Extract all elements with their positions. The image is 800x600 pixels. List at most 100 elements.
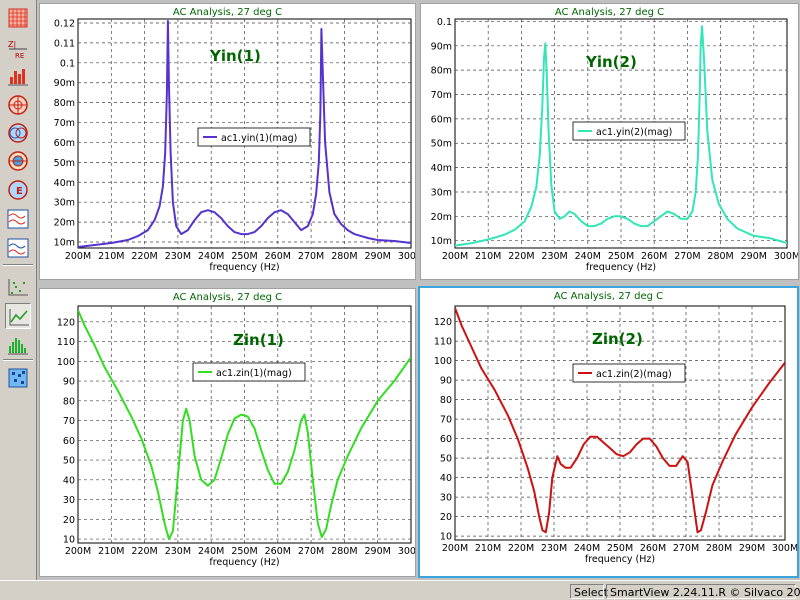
y-tick-label: 60: [440, 434, 452, 445]
legend-label: ac1.zin(1)(mag): [216, 368, 292, 379]
series-line: [455, 307, 785, 534]
chart-svg: AC Analysis, 27 deg C 200M 210M 220M 230M 240…: [431, 7, 798, 273]
polar-impedance-tool-button[interactable]: E: [5, 177, 31, 203]
y-tick-label: 80m: [431, 66, 452, 77]
toolbar: Z| RE E: [0, 0, 36, 580]
x-tick-label: 280M: [706, 543, 732, 554]
x-tick-label: 300M: [398, 251, 415, 262]
x-tick-label: 300M: [772, 543, 797, 554]
smith-admittance-tool-button[interactable]: [5, 120, 31, 146]
y-tick-label: 40m: [54, 178, 75, 189]
x-axis-label: frequency (Hz): [209, 557, 279, 568]
y-tick-label: 10: [440, 532, 452, 543]
impedance-chart-tool-button[interactable]: Z| RE: [5, 35, 31, 61]
y-tick-label: 80m: [54, 98, 75, 109]
y-tick-label: 0.11: [54, 38, 75, 49]
y-tick-label: 30: [440, 493, 452, 504]
plot-workspace: AC Analysis, 27 deg C 200M 210M 220M 230M 240…: [36, 0, 800, 580]
x-tick-label: 220M: [508, 251, 534, 262]
chart-svg: AC Analysis, 27 deg C 200M 210M 220M 230M 240…: [57, 292, 415, 568]
y-tick-label: 40: [63, 475, 75, 486]
x-tick-label: 210M: [475, 251, 501, 262]
scatter-plot-tool-button[interactable]: [5, 274, 31, 300]
y-tick-label: 120: [434, 317, 452, 328]
y-tick-label: 70: [440, 415, 452, 426]
chart-legend[interactable]: ac1.yin(2)(mag): [572, 121, 686, 141]
x-axis-label: frequency (Hz): [585, 554, 655, 565]
x-tick-label: 250M: [608, 251, 634, 262]
y-tick-label: 110: [57, 337, 75, 348]
legend-label: ac1.zin(2)(mag): [596, 369, 672, 380]
y-tick-label: 0.1: [60, 58, 75, 69]
x-tick-label: 240M: [574, 543, 600, 554]
dual-waveform-icon: [7, 238, 29, 258]
chart-annotation: Yin(2): [585, 53, 637, 71]
status-bar: Select SmartView 2.24.11.R © Silvaco 201…: [0, 580, 800, 600]
y-tick-label: 70m: [431, 90, 452, 101]
histogram-tool-button[interactable]: [5, 332, 31, 358]
y-tick-label: 30m: [54, 198, 75, 209]
svg-text:E: E: [16, 186, 23, 197]
line-plot-icon: [9, 309, 29, 326]
impedance-chart-icon: Z| RE: [8, 40, 27, 59]
y-tick-label: 70m: [54, 118, 75, 129]
y-tick-label: 10m: [431, 236, 452, 247]
svg-text:Z|: Z|: [8, 40, 16, 49]
x-tick-label: 200M: [442, 543, 468, 554]
series-line: [455, 25, 787, 247]
chart-legend[interactable]: ac1.zin(1)(mag): [192, 362, 306, 382]
x-tick-label: 210M: [98, 251, 124, 262]
x-tick-label: 250M: [231, 546, 257, 557]
chart-title: AC Analysis, 27 deg C: [173, 292, 282, 303]
histogram-icon: [8, 338, 28, 355]
smith-chart-icon: [8, 95, 28, 115]
x-tick-label: 300M: [774, 251, 798, 262]
grid-icon: [8, 8, 28, 28]
chart-panel-zin2[interactable]: AC Analysis, 27 deg C 200M 210M 220M 230M 240…: [418, 286, 799, 578]
polar-impedance-icon: E: [8, 180, 28, 200]
grid-tool-button[interactable]: [5, 5, 31, 31]
y-tick-label: 40m: [431, 163, 452, 174]
x-tick-label: 270M: [674, 251, 700, 262]
waveform-tool-button[interactable]: [5, 206, 31, 232]
x-axis-label: frequency (Hz): [209, 262, 279, 273]
x-tick-label: 270M: [298, 546, 324, 557]
y-tick-label: 0.12: [54, 18, 75, 29]
svg-text:RE: RE: [15, 52, 24, 59]
y-tick-label: 30: [63, 495, 75, 506]
y-tick-label: 90: [63, 377, 75, 388]
x-tick-label: 260M: [640, 543, 666, 554]
y-tick-label: 80: [63, 396, 75, 407]
y-tick-label: 70: [63, 416, 75, 427]
chart-panel-yin2[interactable]: AC Analysis, 27 deg C 200M 210M 220M 230M 240…: [420, 3, 799, 280]
bar-chart-tool-button[interactable]: [5, 63, 31, 89]
x-tick-label: 280M: [331, 546, 357, 557]
chart-legend[interactable]: ac1.zin(2)(mag): [572, 363, 686, 383]
series-line: [78, 309, 411, 541]
waveform-icon: [7, 209, 29, 229]
y-tick-label: 50m: [431, 139, 452, 150]
y-tick-label: 80: [440, 395, 452, 406]
smith-chart-tool-button[interactable]: [5, 92, 31, 118]
y-tick-label: 20m: [431, 212, 452, 223]
dual-waveform-tool-button[interactable]: [5, 235, 31, 261]
y-tick-label: 20: [440, 512, 452, 523]
y-tick-label: 60m: [431, 114, 452, 125]
x-tick-label: 210M: [475, 543, 501, 554]
x-tick-label: 240M: [198, 546, 224, 557]
x-tick-label: 280M: [331, 251, 357, 262]
y-tick-label: 50: [440, 454, 452, 465]
x-tick-label: 220M: [131, 546, 157, 557]
x-tick-label: 290M: [365, 251, 391, 262]
toolbar-separator: [3, 264, 33, 266]
map-tool-button[interactable]: [5, 365, 31, 391]
polar-chart-tool-button[interactable]: [5, 148, 31, 174]
chart-legend[interactable]: ac1.yin(1)(mag): [197, 127, 311, 147]
y-tick-label: 10: [63, 535, 75, 546]
legend-label: ac1.yin(2)(mag): [596, 127, 672, 138]
chart-panel-yin1[interactable]: AC Analysis, 27 deg C 200M 210M 220M 230M 240…: [39, 3, 416, 280]
x-tick-label: 270M: [298, 251, 324, 262]
chart-panel-zin1[interactable]: AC Analysis, 27 deg C 200M 210M 220M 230M 240…: [39, 288, 416, 577]
y-tick-label: 60: [63, 436, 75, 447]
line-plot-tool-button[interactable]: [5, 303, 31, 329]
